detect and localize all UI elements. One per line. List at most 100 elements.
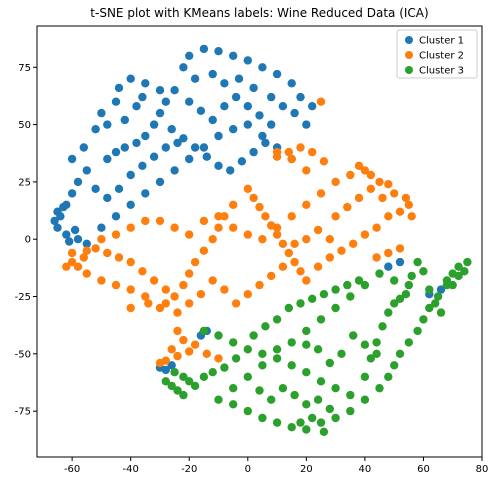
data-point — [436, 285, 446, 294]
data-point — [255, 280, 264, 290]
data-point — [103, 193, 112, 203]
data-point — [267, 395, 276, 404]
data-point — [249, 83, 258, 93]
data-point — [243, 345, 252, 354]
data-point — [208, 115, 217, 125]
data-point — [243, 372, 252, 381]
data-point — [173, 351, 182, 361]
data-point — [214, 161, 223, 170]
data-point — [296, 92, 305, 102]
data-point — [214, 212, 223, 221]
data-point — [67, 189, 77, 198]
data-point — [313, 345, 323, 354]
data-point — [390, 361, 399, 370]
data-point — [126, 285, 135, 294]
data-point — [141, 216, 150, 226]
plot-area-frame — [36, 25, 483, 458]
data-point — [179, 335, 188, 345]
data-point — [185, 269, 194, 278]
data-point — [302, 235, 311, 244]
data-point — [308, 294, 317, 303]
data-point — [141, 292, 150, 301]
data-point — [258, 349, 267, 358]
data-point — [185, 347, 194, 356]
data-point — [442, 276, 452, 285]
data-point — [378, 193, 387, 203]
data-point — [258, 413, 267, 423]
data-point — [53, 207, 62, 216]
data-point — [111, 97, 121, 106]
data-point — [290, 108, 299, 118]
data-point — [231, 299, 241, 308]
data-point — [349, 239, 358, 248]
data-point — [149, 120, 159, 129]
data-point — [296, 418, 305, 427]
data-point — [91, 125, 100, 134]
x-tick-label: -40 — [123, 464, 139, 475]
data-point — [214, 395, 223, 404]
data-point — [378, 322, 387, 331]
data-point — [173, 326, 182, 336]
data-point — [360, 340, 370, 349]
data-point — [255, 111, 264, 120]
data-point — [249, 147, 258, 157]
data-point — [302, 326, 311, 336]
data-point — [272, 69, 282, 79]
data-point — [316, 189, 326, 198]
data-point — [97, 276, 106, 285]
data-point — [325, 404, 334, 414]
data-point — [167, 361, 176, 370]
data-point — [401, 193, 411, 203]
data-point — [79, 253, 89, 262]
data-point — [287, 79, 296, 88]
data-point — [132, 102, 141, 111]
data-point — [82, 246, 92, 255]
data-point — [126, 223, 135, 232]
data-point — [170, 86, 179, 95]
data-point — [278, 239, 288, 248]
y-tick-label: 25 — [18, 177, 31, 188]
data-point — [287, 361, 296, 370]
data-point — [316, 377, 326, 386]
data-point — [179, 372, 188, 381]
data-point — [179, 390, 188, 400]
data-point — [278, 384, 288, 393]
data-point — [325, 358, 334, 368]
data-point — [190, 340, 200, 349]
data-point — [390, 299, 399, 308]
data-point — [161, 285, 170, 294]
data-point — [404, 200, 413, 209]
data-point — [170, 292, 179, 301]
data-point — [114, 83, 124, 93]
data-point — [296, 299, 305, 308]
data-point — [229, 384, 238, 393]
data-point — [199, 143, 209, 152]
data-point — [360, 166, 370, 175]
data-point — [59, 202, 68, 212]
data-point — [208, 235, 217, 244]
data-point — [258, 361, 267, 370]
data-point — [419, 267, 428, 276]
data-point — [229, 200, 238, 209]
data-point — [331, 212, 340, 221]
data-point — [73, 235, 83, 244]
x-tick-label: 0 — [245, 464, 251, 475]
data-point — [384, 248, 393, 258]
data-point — [67, 257, 77, 267]
data-point — [401, 290, 411, 299]
data-point — [302, 200, 311, 209]
data-point — [111, 280, 121, 290]
legend: Cluster 1 Cluster 2 Cluster 3 — [396, 29, 478, 79]
data-point — [103, 154, 112, 164]
data-point — [111, 212, 121, 221]
data-point — [67, 154, 77, 164]
data-point — [258, 63, 267, 72]
data-point — [404, 338, 413, 347]
data-point — [319, 157, 329, 166]
y-tick-label: 0 — [25, 235, 31, 246]
legend-label-cluster-2: Cluster 2 — [419, 51, 464, 62]
data-point — [243, 102, 252, 111]
data-point — [111, 147, 121, 157]
data-point — [62, 262, 71, 271]
data-point — [185, 299, 194, 308]
